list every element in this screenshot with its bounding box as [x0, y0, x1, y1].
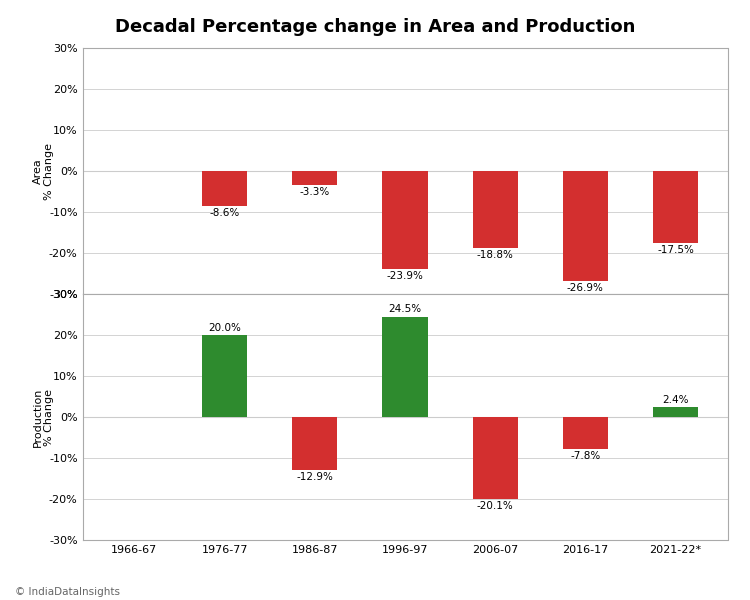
Bar [202, 171, 248, 206]
Bar [202, 335, 248, 417]
Text: -12.9%: -12.9% [296, 472, 333, 482]
Bar [653, 407, 698, 417]
Bar [472, 417, 518, 499]
Text: -26.9%: -26.9% [567, 283, 604, 293]
Bar [562, 171, 608, 281]
Text: -8.6%: -8.6% [209, 208, 240, 218]
Text: -3.3%: -3.3% [300, 187, 330, 197]
Text: -17.5%: -17.5% [657, 245, 694, 255]
Bar [562, 417, 608, 449]
Text: 2.4%: 2.4% [662, 395, 689, 405]
Text: © IndiaDataInsights: © IndiaDataInsights [15, 587, 120, 597]
Text: -20.1%: -20.1% [477, 502, 514, 511]
Text: -7.8%: -7.8% [570, 451, 601, 461]
Bar [382, 171, 427, 269]
Bar [382, 317, 427, 417]
Text: 24.5%: 24.5% [388, 304, 422, 314]
Text: 20.0%: 20.0% [209, 323, 241, 333]
Y-axis label: Production
% Change: Production % Change [32, 388, 54, 446]
Text: -18.8%: -18.8% [477, 250, 514, 260]
Bar [653, 171, 698, 243]
Bar [292, 171, 338, 185]
Bar [472, 171, 518, 248]
Text: Decadal Percentage change in Area and Production: Decadal Percentage change in Area and Pr… [115, 18, 635, 36]
Bar [292, 417, 338, 470]
Y-axis label: Area
% Change: Area % Change [32, 142, 54, 199]
Text: -23.9%: -23.9% [386, 271, 424, 281]
